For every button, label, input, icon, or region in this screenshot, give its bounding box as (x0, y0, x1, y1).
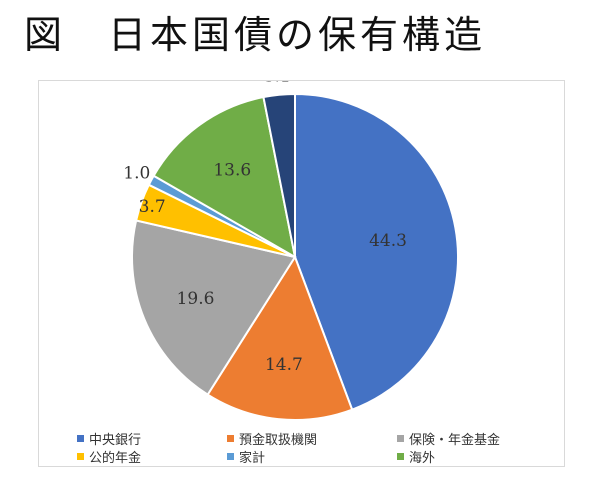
legend-swatch (397, 434, 404, 442)
pie-slice-7 (262, 92, 296, 258)
legend-swatch (77, 434, 84, 442)
legend-swatch (227, 434, 234, 442)
pie-slice-1 (294, 92, 459, 411)
legend-swatch (397, 452, 404, 460)
data-label-1: 44.3 (369, 231, 407, 251)
legend-swatch (227, 452, 234, 460)
legend-label: 中央銀行 (89, 432, 142, 448)
page-title: 図 日本国債の保有構造 (24, 13, 487, 57)
data-label-4: 3.7 (139, 197, 166, 217)
legend-label: 公的年金 (89, 450, 142, 466)
legend-label: 保険・年金基金 (409, 432, 501, 448)
legend-row: 中央銀行 預金取扱機関 保険・年金基金 (77, 429, 547, 448)
legend-label: 海外 (409, 450, 436, 466)
data-label-5: 1.0 (123, 164, 150, 184)
legend-item-public-pension: 公的年金 (77, 447, 227, 466)
legend-item-overseas: 海外 (397, 447, 547, 466)
data-label-7: 3.1 (264, 81, 291, 86)
data-label-2: 14.7 (265, 355, 303, 375)
pie-slice-6 (152, 95, 297, 259)
legend-swatch (77, 452, 84, 460)
pie-slice-3 (131, 219, 297, 397)
data-label-3: 19.6 (177, 289, 215, 309)
chart-frame: 44.3 14.7 19.6 3.7 1.0 13.6 3.1 中央銀行 預金取扱機関 保険… (38, 80, 565, 467)
data-label-6: 13.6 (213, 161, 251, 181)
legend-item-depository-institutions: 預金取扱機関 (227, 429, 397, 448)
legend-label: 家計 (239, 450, 266, 466)
pie-slice-2 (206, 254, 354, 421)
legend-row: 公的年金 家計 海外 (77, 447, 547, 466)
legend-item-central-bank: 中央銀行 (77, 429, 227, 448)
chart-legend: 中央銀行 預金取扱機関 保険・年金基金 公的年金 家計 海外 (77, 429, 547, 466)
legend-item-insurance-pension: 保険・年金基金 (397, 429, 547, 448)
pie-chart: 44.3 14.7 19.6 3.7 1.0 13.6 3.1 (123, 81, 459, 421)
legend-item-households: 家計 (227, 447, 397, 466)
legend-label: 預金取扱機関 (239, 432, 318, 448)
